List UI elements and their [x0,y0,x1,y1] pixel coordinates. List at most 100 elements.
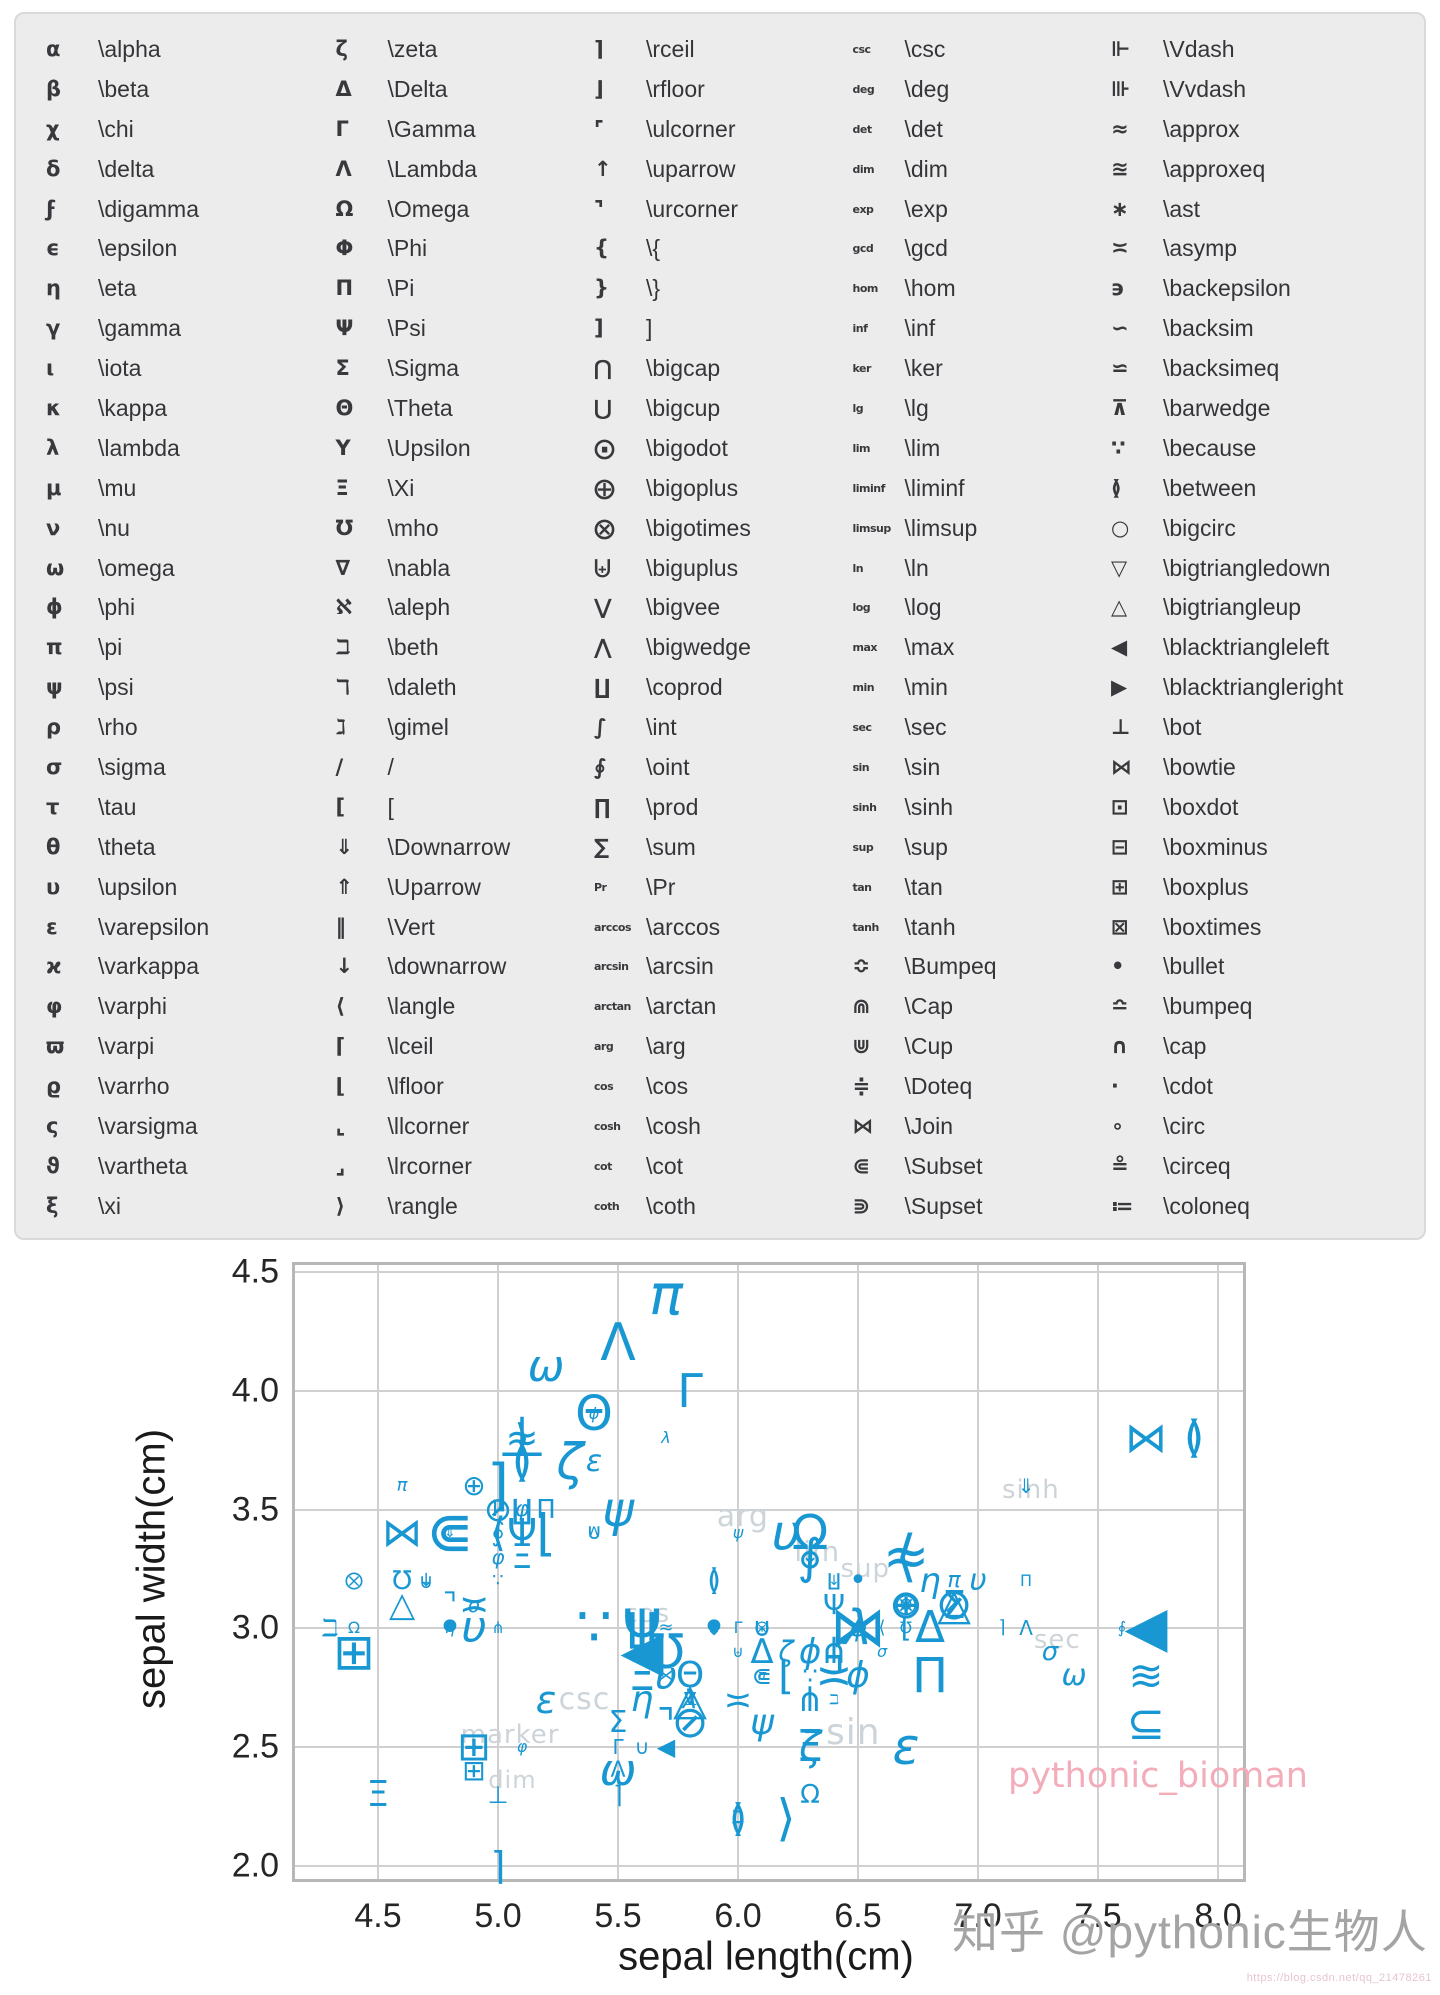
symbol-command-label: \blacktriangleright [1162,674,1344,701]
symbol-glyph: τ [46,794,60,819]
symbol-command-label: \kappa [98,395,168,422]
symbol-command-label: \rfloor [646,75,705,102]
y-tick-label: 2.0 [231,1846,279,1885]
symbol-command-label: \Psi [387,315,426,342]
symbol-glyph: ⌉ [594,37,604,61]
symbol-command-label: \downarrow [387,953,507,980]
symbol-row: arctan \arctan [594,987,852,1026]
symbol-command-label: \circeq [1162,1152,1231,1179]
scatter-point: υ [461,1602,487,1654]
symbol-glyph: ϑ [46,1153,60,1178]
symbol-glyph: ≈ [1110,116,1129,141]
symbol-row: ⨂ \bigotimes [594,509,852,548]
symbol-glyph: ϕ [46,595,63,620]
scatter-point: ⊎ [732,1642,744,1662]
plot-watermark-word: arg [716,1498,769,1534]
symbol-row: ϶ \backepsilon [1111,269,1416,308]
symbol-row: inf \inf [852,309,1110,348]
symbol-glyph: gcd [852,242,874,256]
symbol-glyph: / [335,755,344,780]
symbol-row: arccos \arccos [594,908,852,947]
scatter-point: ⨂ [345,1569,364,1591]
scatter-point: ⋈ [382,1510,423,1557]
symbol-command-label: \omega [98,554,175,581]
symbol-glyph: ⊞ [1110,874,1129,899]
symbol-glyph: θ [46,834,61,859]
symbol-glyph: ▶ [1110,675,1128,700]
scatter-point: Ω [800,1779,820,1810]
scatter-point: ⨂ [755,1620,770,1637]
symbol-glyph: ▽ [1110,555,1128,580]
scatter-point: σ [467,1592,481,1617]
scatter-point: ∪ [585,1520,603,1546]
scatter-point: ∵ [492,1569,504,1591]
symbol-glyph: ϱ [46,1074,62,1099]
symbol-glyph: cosh [594,1120,621,1134]
symbol-row: ⌉ \rceil [594,30,852,69]
symbol-glyph: ⇑ [335,874,354,899]
symbol-glyph: ⋅ [1110,1074,1119,1099]
symbol-glyph: ⊠ [1110,914,1129,939]
symbol-column-3: ⌉ \rceil ⌋ \rfloor ⌜ \ulcorner ↑ \uparrow ⌝ \urco… [594,30,852,1226]
symbol-command-label: \mu [98,474,137,501]
scatter-point: ⋈ [830,1595,887,1661]
symbol-glyph: ⊩ [1110,37,1131,61]
symbol-row: ≈ \approx [1111,110,1416,149]
symbol-glyph: △ [1110,595,1128,620]
symbol-row: ≍ \asymp [1111,229,1416,268]
symbol-command-label: \lim [904,434,941,461]
symbol-row: β \beta [46,70,336,109]
x-tick-label: 5.5 [594,1897,642,1935]
symbol-row: π \pi [46,628,336,667]
symbol-glyph: ∗ [1110,196,1129,221]
symbol-glyph: ∵ [1110,435,1126,460]
scatter-point: • [849,1562,867,1598]
symbol-row: ⊩ \Vdash [1111,30,1416,69]
symbol-glyph: Ψ [335,316,354,341]
symbol-command-label: \Subset [904,1152,983,1179]
plot-watermark-word: dim [488,1766,537,1795]
symbol-row: υ \upsilon [46,868,336,907]
symbol-glyph: ⊼ [1110,396,1129,421]
symbol-command-label: \varsigma [98,1113,198,1140]
symbol-row: ⌈ \lceil [336,1027,594,1066]
scatter-point: υ [655,1653,678,1698]
symbol-command-label: \varkappa [98,953,200,980]
symbol-row: ≏ \bumpeq [1111,987,1416,1026]
scatter-point: ⋔ [491,1618,505,1638]
symbol-row: μ \mu [46,469,336,508]
scatter-point: φ [514,1496,530,1522]
symbol-command-label: \Cup [904,1033,954,1060]
scatter-point: Δ [914,1602,946,1654]
symbol-command-label: \bigodot [646,434,728,461]
symbol-command-label: \boxdot [1162,793,1239,820]
symbol-command-label: \arg [646,1033,686,1060]
scatter-point: ⊞ [333,1623,375,1682]
symbol-command-label: \gimel [387,714,449,741]
symbol-command-label: \bumpeq [1162,993,1253,1020]
x-tick-label: 6.0 [714,1897,762,1935]
symbol-command-label: \min [904,674,948,701]
scatter-point: ≍ [723,1679,753,1720]
scatter-point: Ξ [366,1773,390,1815]
symbol-command-label: \sigma [98,754,166,781]
symbol-glyph: Φ [335,236,354,261]
scatter-point: π [649,1262,683,1328]
scatter-point: ω [1061,1657,1087,1693]
scatter-point: Γ [677,1363,703,1418]
symbol-row: ϝ \digamma [46,190,336,229]
symbol-column-5: ⊩ \Vdash ⊪ \Vvdash ≈ \approx ≊ \approxeq ∗ \ast ≍ \… [1111,30,1416,1226]
symbol-row: ⊞ \boxplus [1111,868,1416,907]
symbol-row: ρ \rho [46,708,336,747]
symbol-command-label: \llcorner [387,1113,470,1140]
symbol-glyph: ≊ [1110,156,1129,181]
symbol-row: ε \varepsilon [46,908,336,947]
symbol-row: • \bullet [1111,947,1416,986]
symbol-row: cosh \cosh [594,1107,852,1146]
symbol-command-label: \csc [904,36,946,62]
x-tick-label: 8.0 [1194,1897,1242,1935]
symbol-glyph: ⋂ [594,356,612,381]
symbol-row: Σ \Sigma [336,349,594,388]
scatter-point: ◀ [1124,1595,1168,1661]
symbol-row: ⨄ \biguplus [594,549,852,588]
